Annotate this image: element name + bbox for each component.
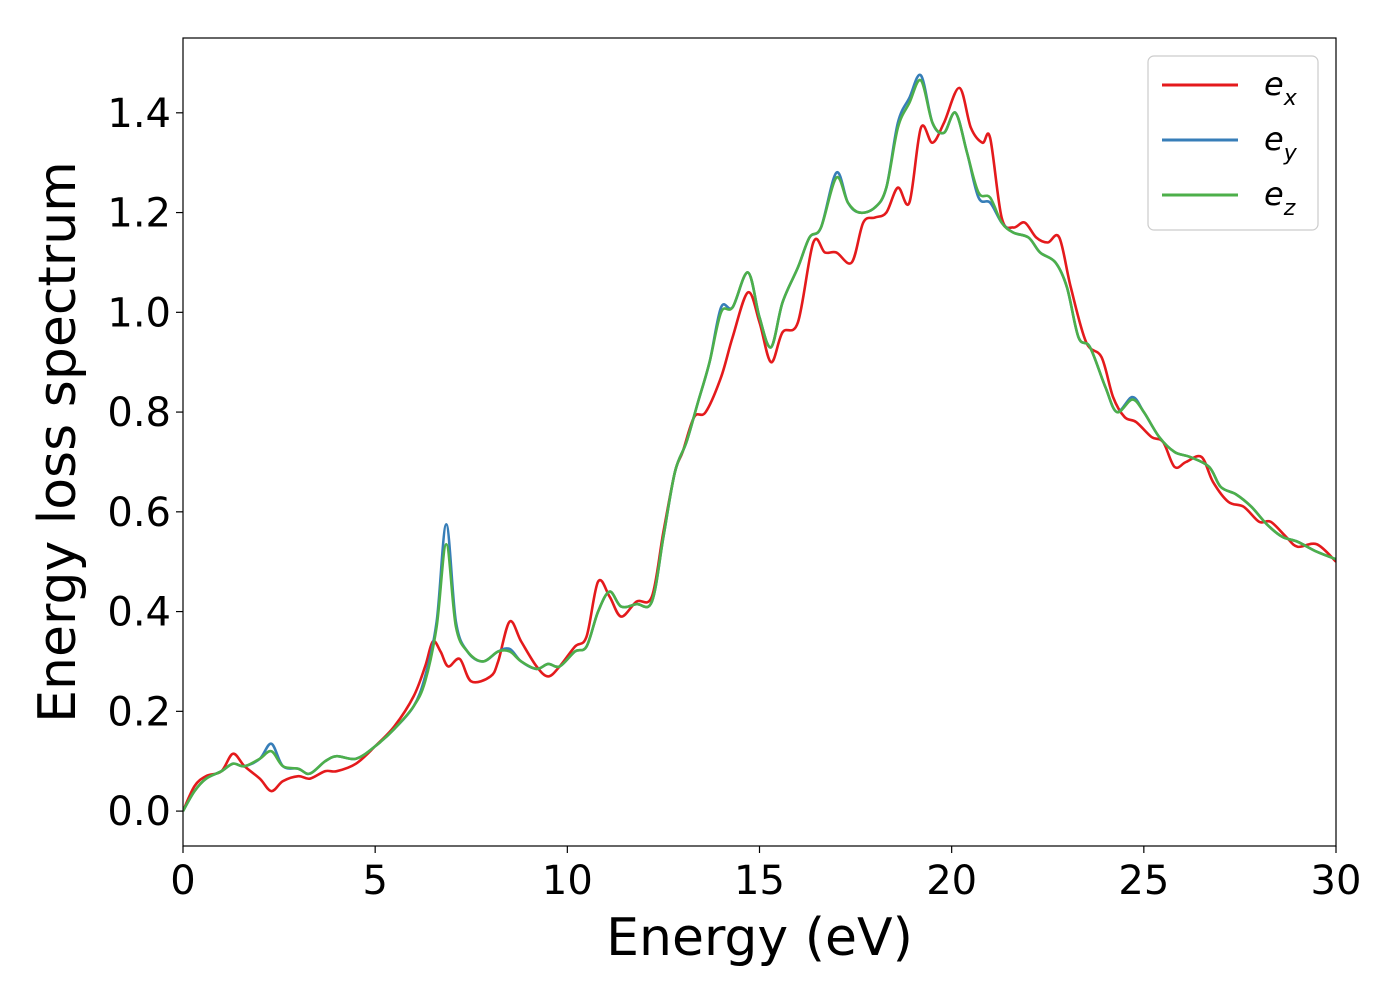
y-axis: 0.0 0.2 0.4 0.6 0.8 1.0 1.2 1.4 — [107, 91, 183, 835]
y-tick-label: 1.2 — [107, 191, 171, 237]
y-tick-label: 0.0 — [107, 789, 171, 835]
x-axis-label: Energy (eV) — [606, 908, 913, 968]
x-tick-label: 0 — [170, 858, 195, 904]
y-tick-label: 0.2 — [107, 689, 171, 735]
series-layer — [183, 73, 1336, 812]
series-line-ex — [183, 86, 1336, 812]
y-axis-label: Energy loss spectrum — [28, 161, 88, 723]
y-tick-label: 1.4 — [107, 91, 171, 137]
legend: ex ey ez — [1147, 55, 1319, 231]
x-tick-label: 5 — [362, 858, 387, 904]
y-tick-label: 1.0 — [107, 290, 171, 336]
x-tick-label: 15 — [734, 858, 785, 904]
legend-box — [1147, 55, 1319, 231]
x-tick-label: 20 — [926, 858, 977, 904]
x-tick-label: 30 — [1311, 858, 1362, 904]
x-axis: 0 5 10 15 20 25 30 — [170, 846, 1361, 904]
x-tick-label: 10 — [542, 858, 593, 904]
x-tick-label: 25 — [1118, 858, 1169, 904]
y-tick-label: 0.8 — [107, 390, 171, 436]
legend-label-ez: ez — [1264, 175, 1296, 221]
legend-label-ey: ey — [1264, 120, 1298, 166]
y-tick-label: 0.4 — [107, 590, 171, 636]
y-tick-label: 0.6 — [107, 490, 171, 536]
legend-label-ex: ex — [1264, 65, 1298, 111]
series-line-ez — [183, 78, 1336, 812]
